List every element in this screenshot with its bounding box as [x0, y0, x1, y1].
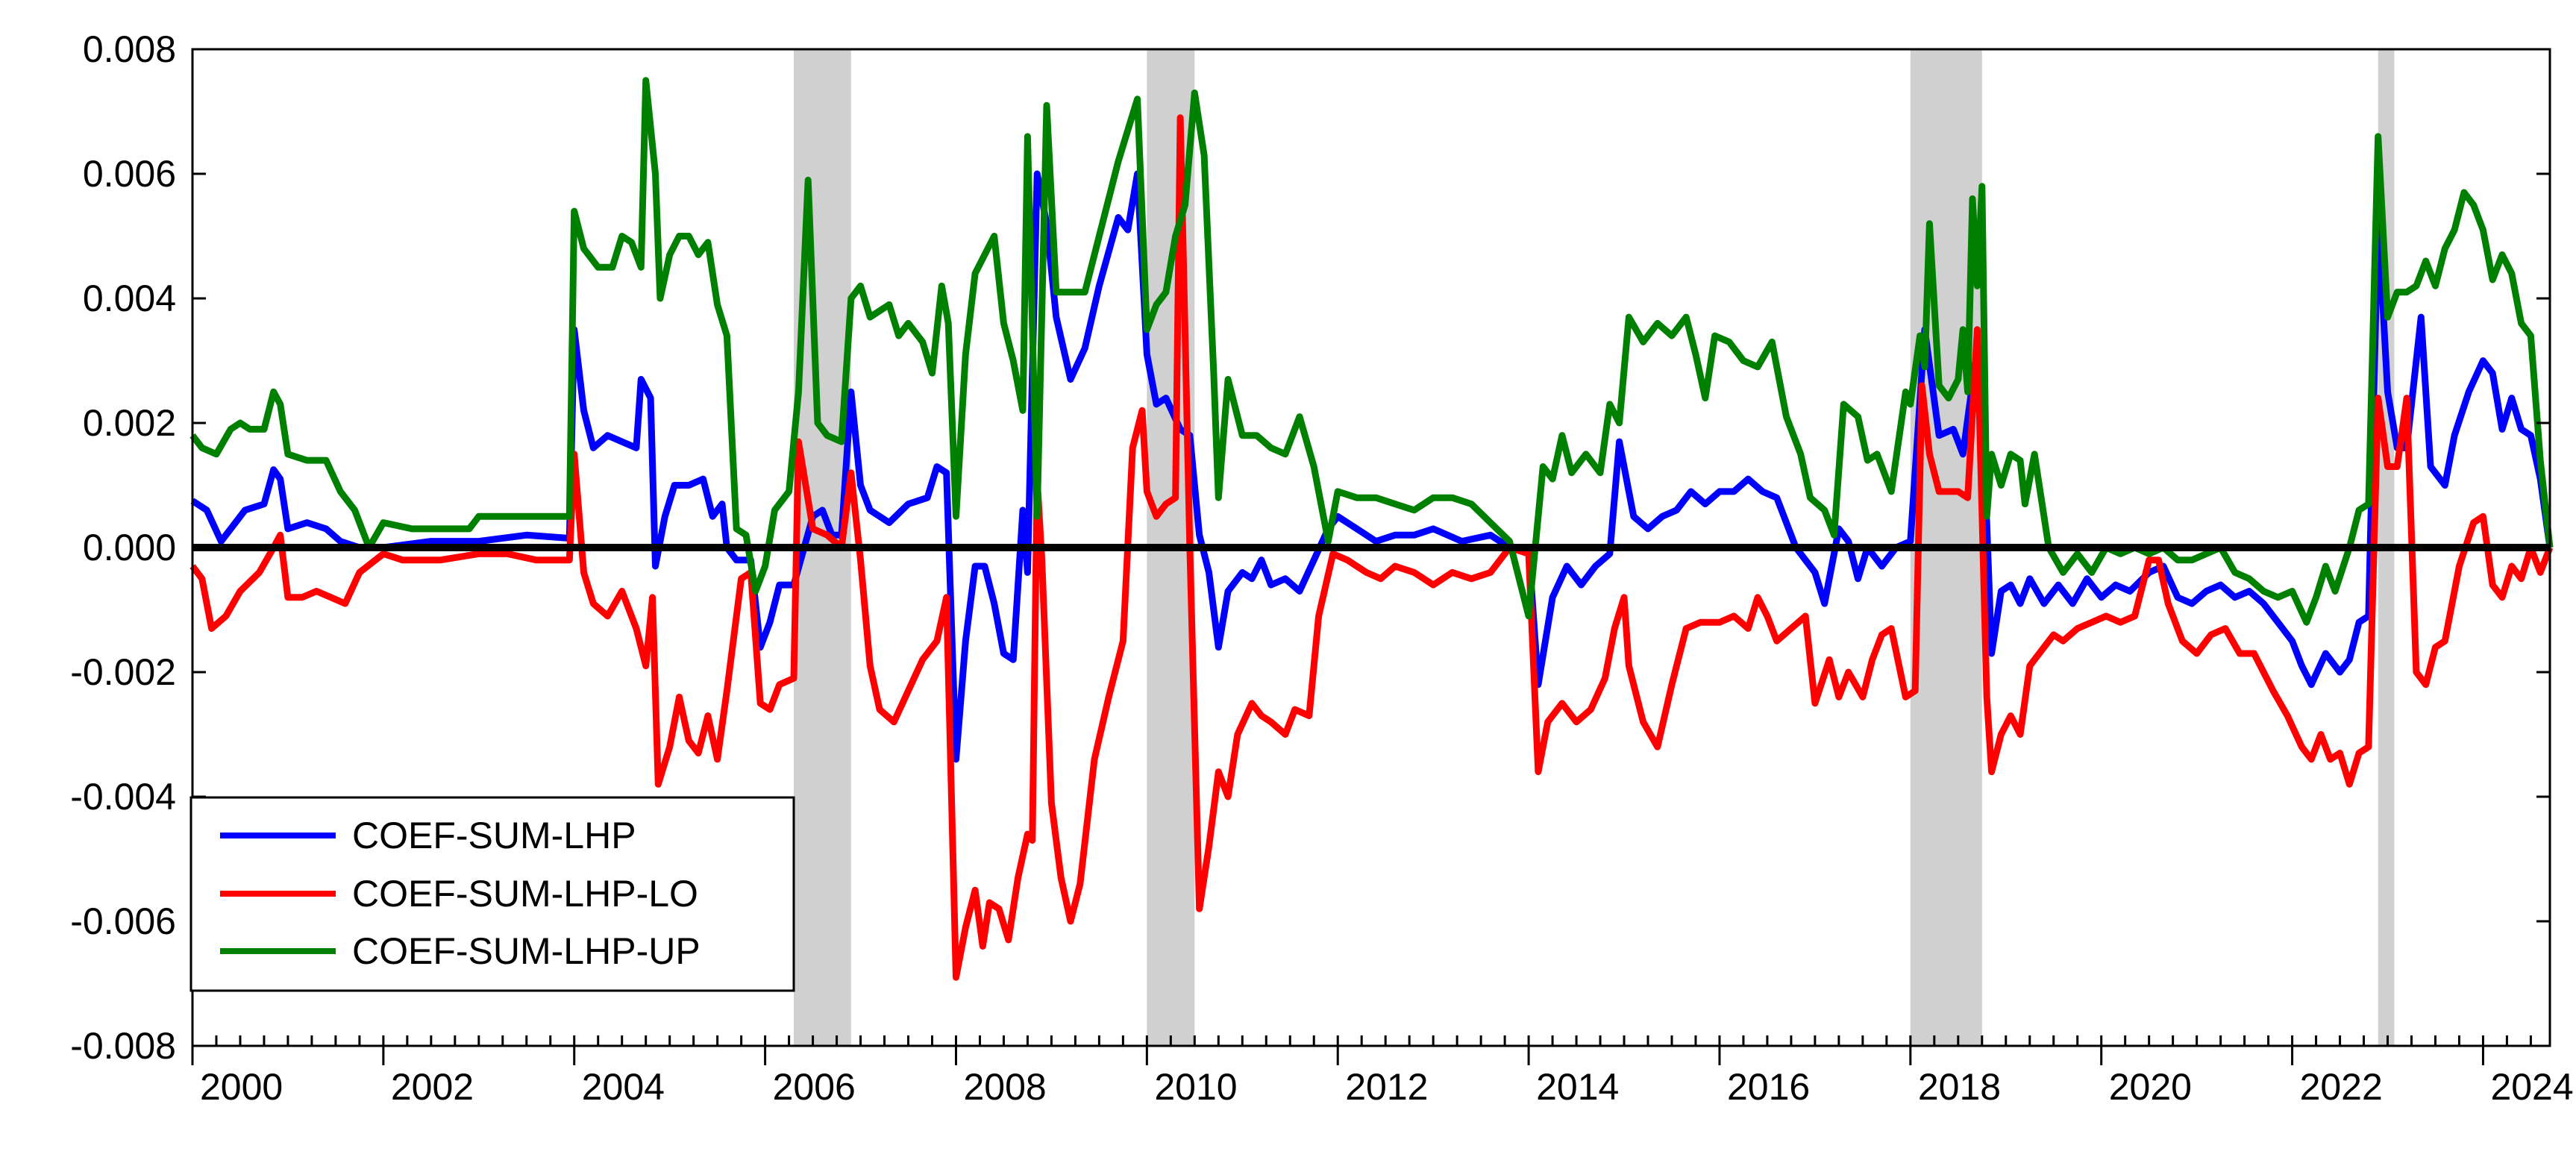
x-tick-label: 2018	[1918, 1066, 2001, 1108]
y-tick-label: -0.002	[70, 651, 176, 693]
x-tick-label: 2000	[200, 1066, 283, 1108]
axes: 0.008 0.006 0.004 0.002 0.000 -0.002 -0.004 -0.…	[70, 28, 2573, 1108]
legend-label-coef-sum-lhp: COEF-SUM-LHP	[352, 815, 636, 856]
x-tick-label: 2008	[963, 1066, 1046, 1108]
series-lines	[189, 77, 2554, 981]
series-line-coef-sum-lhp-lo	[189, 114, 2554, 981]
y-tick-label: 0.006	[83, 153, 176, 195]
y-tick-label: -0.008	[70, 1025, 176, 1067]
x-tick-label: 2010	[1154, 1066, 1237, 1108]
x-tick-label: 2006	[773, 1066, 856, 1108]
x-tick-label: 2002	[391, 1066, 474, 1108]
y-tick-label: -0.004	[70, 776, 176, 818]
legend-label-coef-sum-lhp-lo: COEF-SUM-LHP-LO	[352, 873, 698, 915]
y-tick-label: 0.004	[83, 278, 176, 319]
x-tick-label: 2022	[2300, 1066, 2383, 1108]
legend-label-coef-sum-lhp-up: COEF-SUM-LHP-UP	[352, 930, 701, 972]
x-tick-label: 2014	[1536, 1066, 1619, 1108]
series-line-coef-sum-lhp-up	[189, 77, 2554, 626]
series-line-coef-sum-lhp	[190, 170, 2554, 763]
x-tick-label: 2016	[1727, 1066, 1810, 1108]
y-tick-label: 0.008	[83, 28, 176, 70]
x-tick-label: 2020	[2109, 1066, 2192, 1108]
x-tick-label: 2024	[2490, 1066, 2573, 1108]
x-tick-label: 2004	[582, 1066, 665, 1108]
x-tick-label: 2012	[1345, 1066, 1428, 1108]
y-tick-label: 0.000	[83, 527, 176, 568]
y-tick-label: -0.006	[70, 900, 176, 942]
legend: COEF-SUM-LHP COEF-SUM-LHP-LO COEF-SUM-LH…	[189, 796, 795, 992]
y-tick-label: 0.002	[83, 402, 176, 444]
